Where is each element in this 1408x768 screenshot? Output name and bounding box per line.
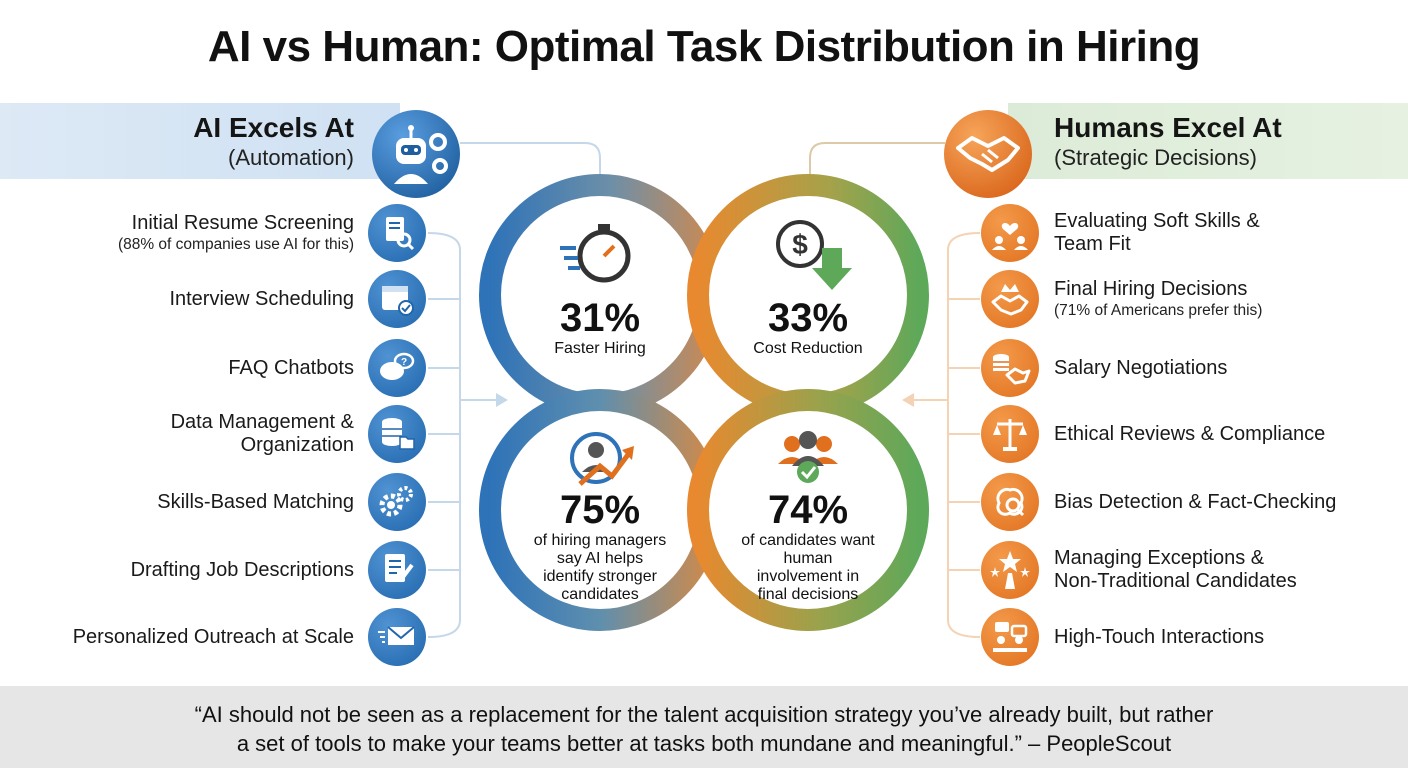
human-item-high-touch: High-Touch Interactions <box>1054 625 1265 648</box>
ring-cost-reduction <box>687 174 929 416</box>
brain-magnifier-icon <box>981 473 1039 531</box>
ai-item-interview-scheduling: Interview Scheduling <box>169 287 354 310</box>
human-item-final-decisions: Final Hiring Decisions (71% of Americans… <box>1054 277 1263 319</box>
human-subheading: (Strategic Decisions) <box>1054 145 1257 170</box>
ai-item-job-descriptions: Drafting Job Descriptions <box>130 558 354 581</box>
stat-value: 74% <box>767 488 849 532</box>
team-heart-icon <box>981 204 1039 262</box>
stat-label: Cost Reduction <box>753 340 863 357</box>
ai-header-band <box>0 103 400 179</box>
human-bracket-lines <box>912 232 981 638</box>
human-item-ethical: Ethical Reviews & Compliance <box>1054 422 1326 445</box>
stat-hiring-managers: 75% of hiring managers say AI helps iden… <box>515 488 685 604</box>
stat-candidates: 74% of candidates want human involvement… <box>723 488 893 604</box>
human-item-exceptions: Managing Exceptions & Non-Traditional Ca… <box>1054 547 1297 592</box>
human-heading: Humans Excel At <box>1054 112 1282 143</box>
svg-text:$: $ <box>792 229 808 260</box>
ai-heading-block: AI Excels At (Automation) <box>193 112 354 172</box>
person-growth-icon <box>570 432 634 486</box>
ai-item-resume-screening: Initial Resume Screening (88% of compani… <box>117 211 354 253</box>
dollar-down-icon: $ <box>776 220 852 290</box>
quote: “AI should not be seen as a replacement … <box>0 700 1408 758</box>
group-check-icon <box>778 431 838 483</box>
resume-search-icon <box>368 204 426 262</box>
stat-label: Faster Hiring <box>554 340 646 357</box>
chat-bubbles-icon: ? <box>368 339 426 397</box>
ai-item-skills-matching: Skills-Based Matching <box>157 490 354 513</box>
ring-faster-hiring <box>479 174 721 416</box>
ai-bracket-lines <box>427 232 500 638</box>
stopwatch-icon <box>560 224 631 283</box>
human-header-connector <box>809 142 945 182</box>
human-item-soft-skills: Evaluating Soft Skills & Team Fit <box>1054 210 1260 255</box>
human-item-bias: Bias Detection & Fact-Checking <box>1054 490 1337 513</box>
svg-text:?: ? <box>401 357 407 368</box>
human-arrow-head <box>902 393 914 407</box>
stat-value: 75% <box>559 488 641 532</box>
coins-handshake-icon <box>981 339 1039 397</box>
quote-line-1: “AI should not be seen as a replacement … <box>194 702 1214 727</box>
quote-band <box>0 686 1408 768</box>
ai-header-connector <box>460 142 601 182</box>
ai-arrow-head <box>496 393 508 407</box>
ai-heading: AI Excels At <box>193 112 354 143</box>
human-header-band <box>1008 103 1408 179</box>
stat-value: 31% <box>559 296 641 340</box>
ai-item-faq-chatbots: FAQ Chatbots <box>228 356 354 379</box>
ring-candidates <box>687 389 929 631</box>
gears-icon <box>368 473 426 531</box>
stat-value: 33% <box>767 296 849 340</box>
calendar-check-icon <box>368 270 426 328</box>
scales-icon <box>981 405 1039 463</box>
database-folder-icon <box>368 405 426 463</box>
document-pen-icon <box>368 541 426 599</box>
envelope-icon <box>368 608 426 666</box>
ai-item-data-management: Data Management & Organization <box>170 411 354 456</box>
ai-item-outreach: Personalized Outreach at Scale <box>72 625 354 648</box>
meeting-icon <box>981 608 1039 666</box>
page-title: AI vs Human: Optimal Task Distribution i… <box>207 22 1201 71</box>
star-road-icon <box>981 541 1039 599</box>
quote-line-2: a set of tools to make your teams better… <box>236 731 1172 756</box>
crown-handshake-icon <box>981 270 1039 328</box>
human-heading-block: Humans Excel At (Strategic Decisions) <box>1054 112 1282 172</box>
robot-gears-icon <box>370 108 462 200</box>
stat-cost-reduction: 33% Cost Reduction <box>728 296 888 358</box>
human-item-salary: Salary Negotiations <box>1054 356 1228 379</box>
handshake-icon <box>942 108 1034 200</box>
stat-faster-hiring: 31% Faster Hiring <box>520 296 680 358</box>
ai-subheading: (Automation) <box>228 145 354 170</box>
